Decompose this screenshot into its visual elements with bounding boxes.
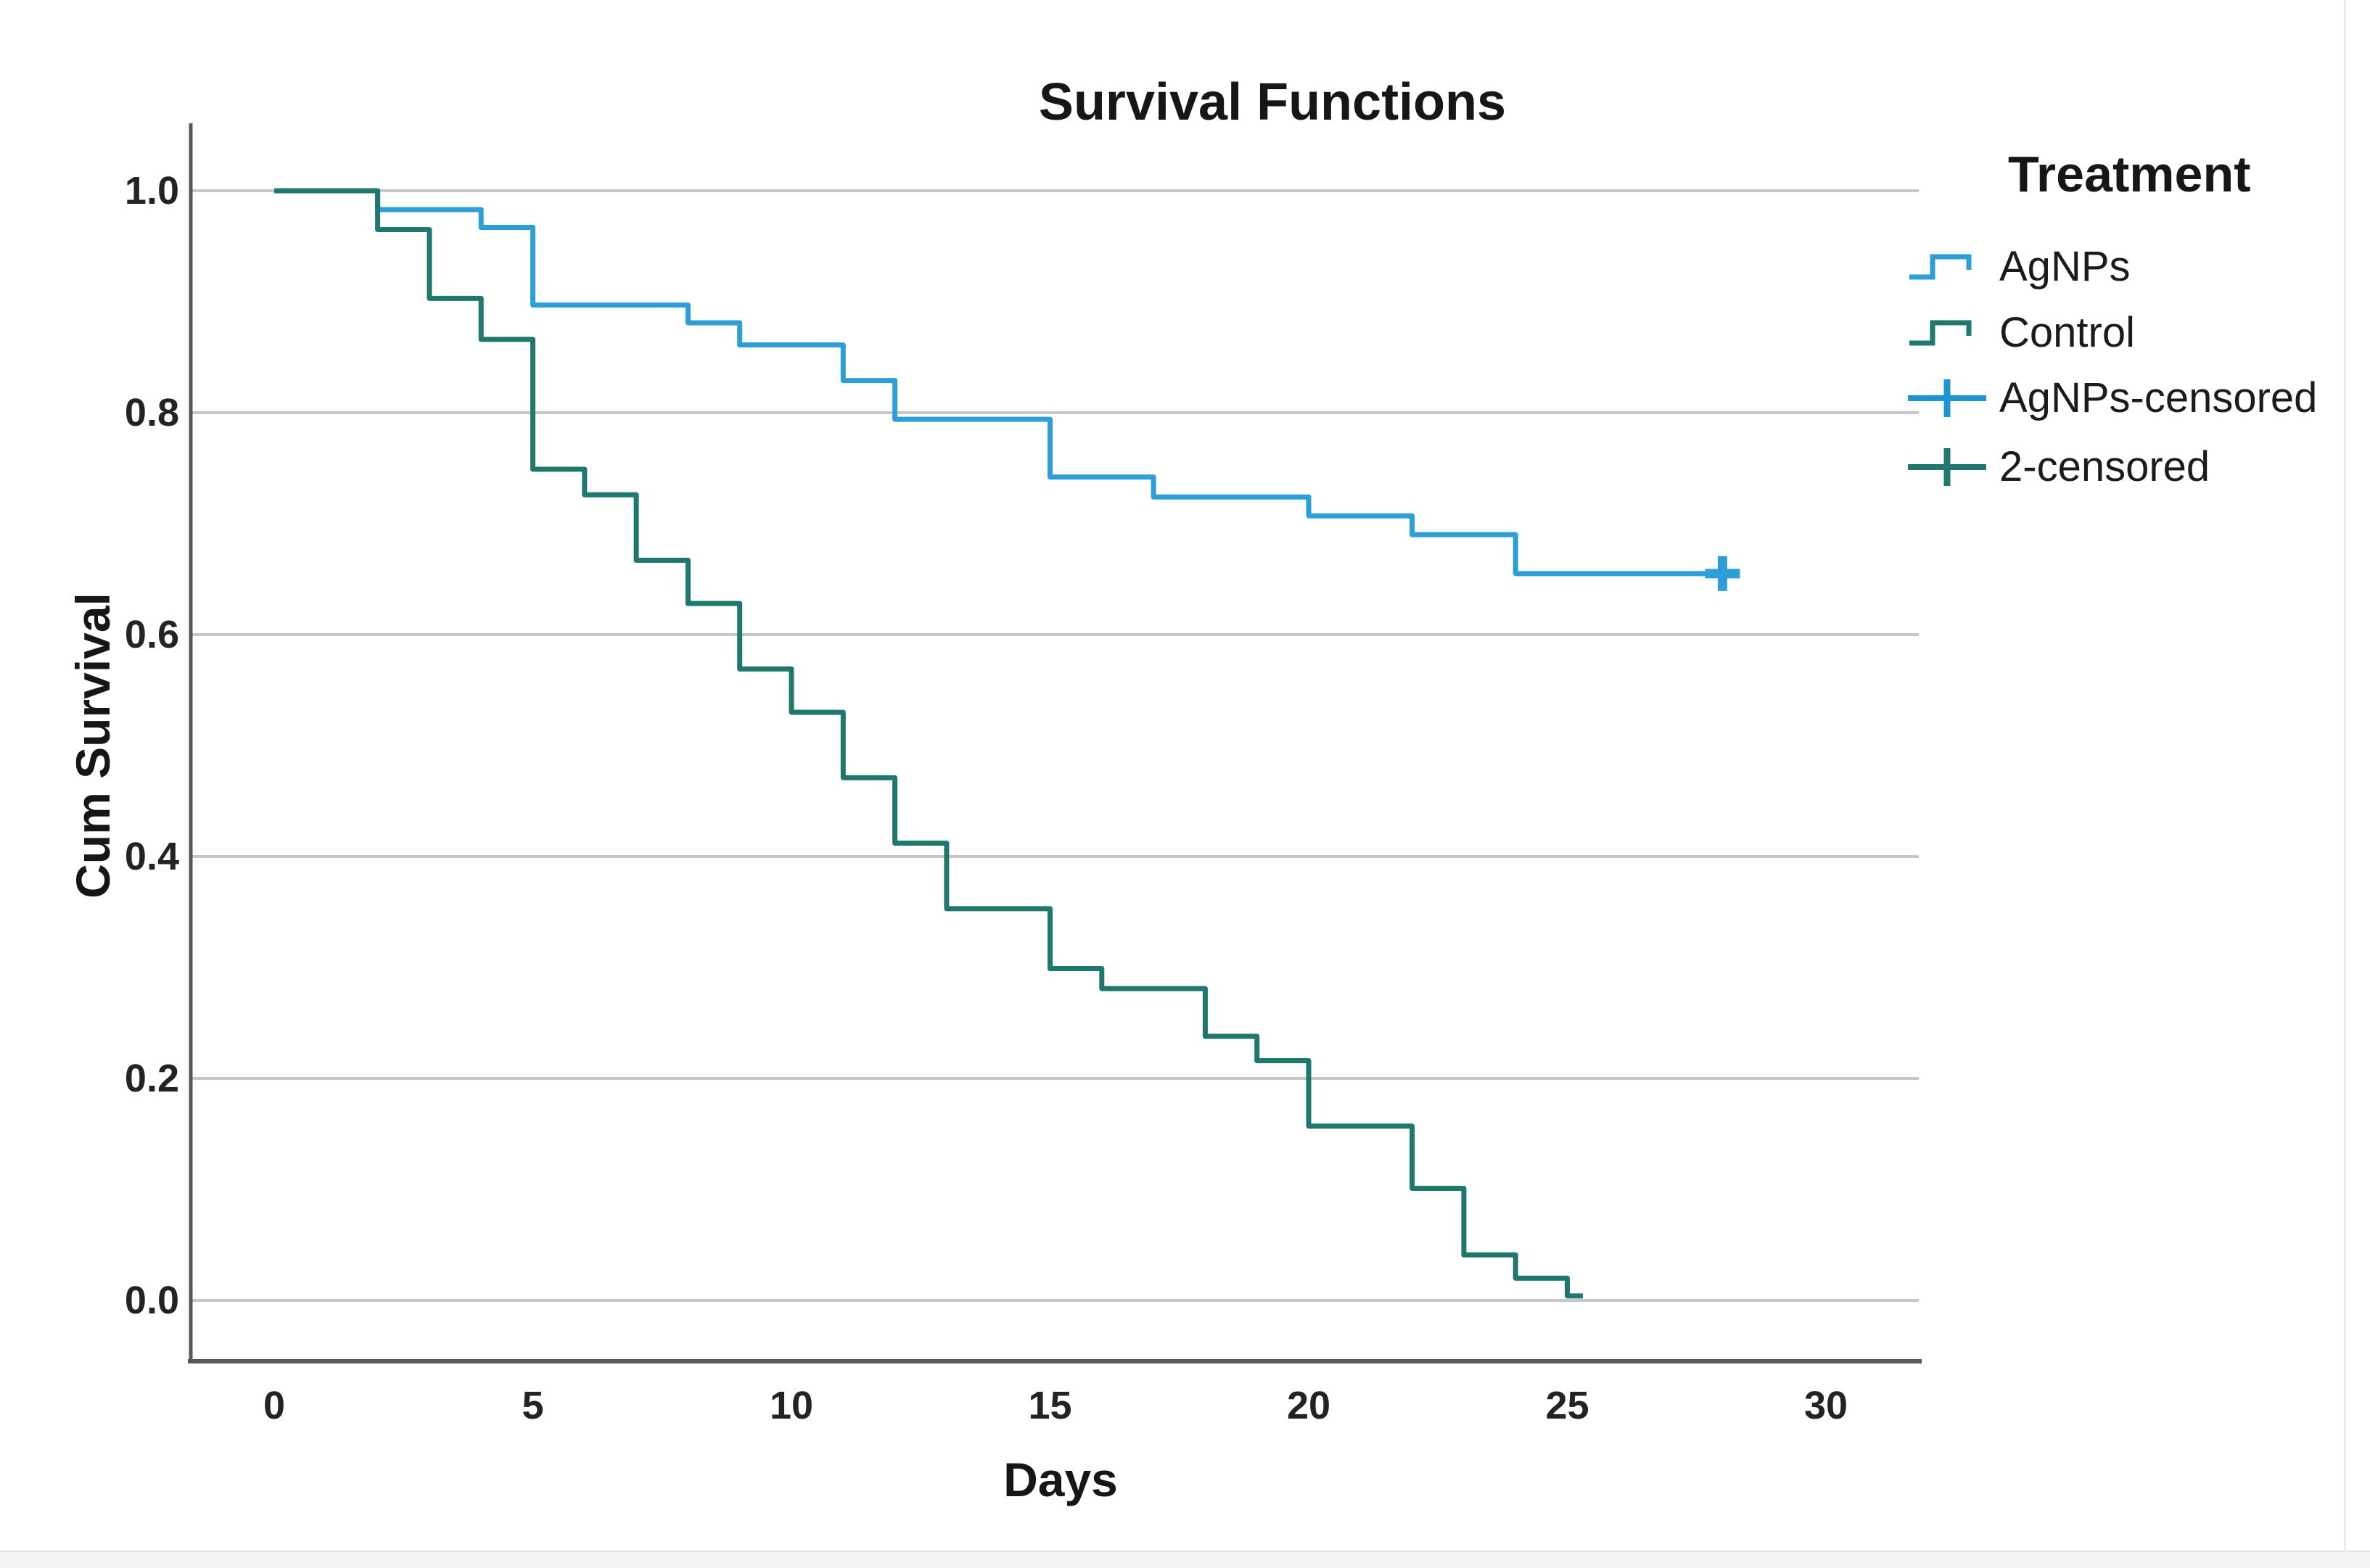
legend-censored-plus-icon	[1908, 448, 1986, 486]
x-tick-label-0: 0	[263, 1384, 286, 1427]
series-control-curve	[274, 188, 1583, 1299]
legend-item-label: Control	[1999, 309, 2135, 356]
x-axis-title: Days	[1003, 1453, 1118, 1506]
legend-item-agnps: AgNPs	[1906, 241, 2131, 293]
y-tick-label-0.0: 0.0	[124, 1279, 179, 1322]
legend-item-label: AgNPs	[1999, 243, 2131, 290]
y-tick-label-0.4: 0.4	[124, 835, 179, 878]
legend-item-label: AgNPs-censored	[1999, 374, 2318, 421]
x-tick-label-10: 10	[769, 1384, 814, 1427]
legend-step-line-icon	[1909, 320, 1972, 346]
legend-title: Treatment	[2008, 146, 2251, 202]
legend-item-label: 2-censored	[1999, 443, 2210, 490]
footer-strip	[0, 1551, 2370, 1568]
x-tick-label-25: 25	[1545, 1384, 1589, 1427]
legend-item-control: Control	[1906, 307, 2135, 359]
legend-step-line-icon	[1909, 254, 1972, 280]
legend-censored-plus-icon	[1908, 379, 1986, 417]
x-tick-label-15: 15	[1028, 1384, 1072, 1427]
y-tick-label-0.6: 0.6	[124, 613, 179, 656]
legend-item-2-censored: 2-censored	[1906, 441, 2210, 493]
x-tick-label-5: 5	[522, 1384, 544, 1427]
page-right-border	[2344, 0, 2346, 1552]
legend-item-agnps-censored: AgNPs-censored	[1906, 372, 2317, 424]
y-tick-label-0.2: 0.2	[124, 1057, 179, 1100]
y-tick-label-0.8: 0.8	[124, 391, 179, 434]
chart-title: Survival Functions	[1038, 73, 1507, 131]
x-tick-label-30: 30	[1803, 1384, 1848, 1427]
series-agnps-curve	[274, 188, 1723, 577]
y-tick-label-1.0: 1.0	[124, 169, 179, 212]
x-tick-label-20: 20	[1286, 1384, 1331, 1427]
